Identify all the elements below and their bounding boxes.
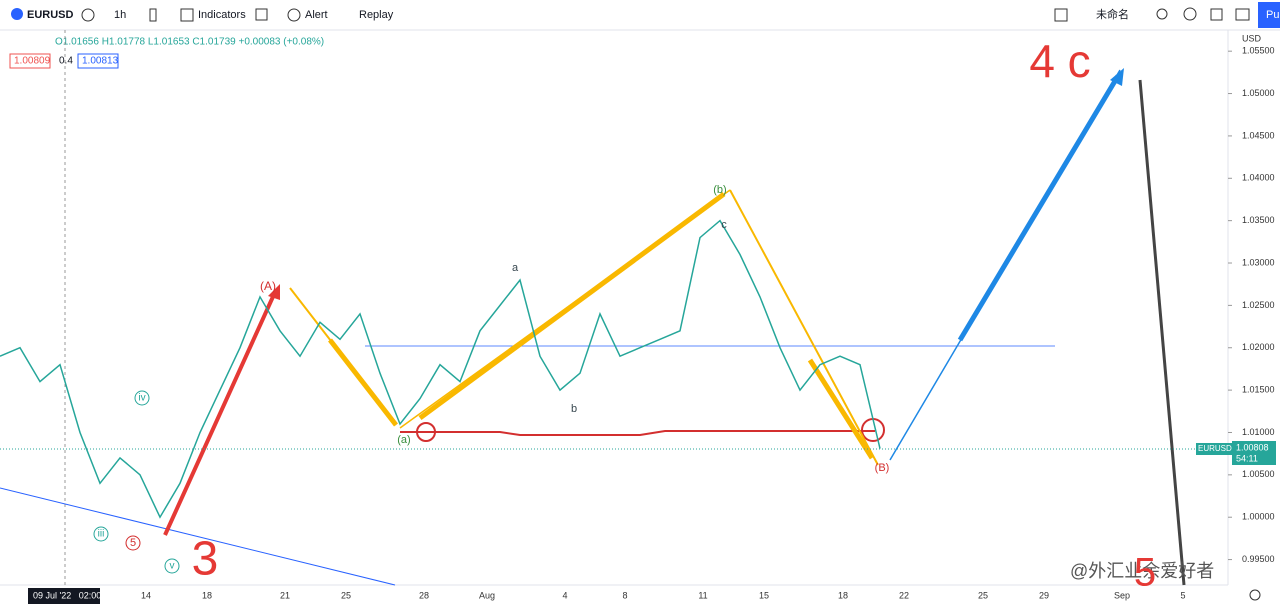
add-symbol[interactable] bbox=[81, 8, 95, 22]
x-tick-label: 5 bbox=[1180, 590, 1185, 600]
y-tick-label: 0.99500 bbox=[1242, 554, 1275, 564]
y-tick-label: 1.02000 bbox=[1242, 342, 1275, 352]
symbol-tag bbox=[1196, 443, 1232, 455]
price-tag bbox=[1232, 441, 1276, 465]
watermark: @外汇业余爱好者 bbox=[1070, 561, 1214, 581]
axis-settings[interactable] bbox=[1249, 589, 1261, 601]
cursor-date-box bbox=[28, 588, 100, 604]
price-symbol: EURUSD bbox=[1198, 444, 1232, 453]
chart-type[interactable] bbox=[149, 8, 157, 22]
bid-box bbox=[9, 53, 51, 69]
settings[interactable] bbox=[1183, 7, 1197, 21]
wave-label: c bbox=[721, 219, 727, 231]
x-tick-label: 14 bbox=[141, 590, 151, 600]
bid: 1.00809 bbox=[14, 56, 51, 67]
wave-label: (A) bbox=[260, 279, 276, 293]
layout-name[interactable]: 未命名 bbox=[1096, 7, 1129, 21]
arrow bbox=[807, 358, 875, 460]
x-tick-label: 15 bbox=[759, 590, 769, 600]
x-tick-label: 21 bbox=[280, 590, 290, 600]
wave-label: (B) bbox=[875, 462, 890, 474]
x-tick-label: 25 bbox=[341, 590, 351, 600]
ask: 1.00813 bbox=[82, 56, 119, 67]
countdown: 54:11 bbox=[1236, 453, 1258, 463]
wave-label: 5 bbox=[1134, 551, 1156, 595]
arrow bbox=[328, 338, 398, 427]
y-tick-label: 1.01000 bbox=[1242, 427, 1275, 437]
symbol-icon[interactable] bbox=[11, 8, 23, 20]
x-tick-label: 25 bbox=[978, 590, 988, 600]
x-tick-label: 4 bbox=[562, 590, 567, 600]
x-tick-label: Aug bbox=[479, 590, 495, 600]
wave-circle bbox=[164, 558, 180, 574]
arrow bbox=[957, 74, 1121, 342]
wave-label: 5 bbox=[130, 537, 136, 549]
y-tick-label: 1.03500 bbox=[1242, 215, 1275, 225]
arrowhead bbox=[268, 284, 280, 300]
x-tick-label: 29 bbox=[1039, 590, 1049, 600]
replay[interactable]: Replay bbox=[359, 9, 394, 21]
x-tick-label: 18 bbox=[202, 590, 212, 600]
x-tick-label: Sep bbox=[1114, 590, 1130, 600]
toolbar bbox=[0, 0, 1280, 30]
y-tick-label: 1.02500 bbox=[1242, 300, 1275, 310]
wave-circle bbox=[93, 526, 109, 542]
search[interactable] bbox=[1156, 8, 1168, 20]
circle-marker bbox=[416, 422, 436, 442]
layout-icon[interactable] bbox=[1054, 8, 1068, 22]
ohlc: O1.01656 H1.01778 L1.01653 C1.01739 +0.0… bbox=[55, 37, 324, 48]
chart: 1.05500 1.05000 1.04500 1.04000 1.03500 1.030… bbox=[0, 46, 1275, 600]
y-tick-label: 1.00500 bbox=[1242, 469, 1275, 479]
wave-label: iii bbox=[98, 529, 105, 540]
trend-line bbox=[0, 487, 396, 586]
indicators[interactable]: Indicators bbox=[198, 9, 246, 21]
x-tick-label: 11 bbox=[698, 590, 707, 600]
price-line bbox=[0, 219, 881, 519]
y-tick-label: 1.04500 bbox=[1242, 130, 1275, 140]
price: 1.00808 bbox=[1236, 442, 1269, 452]
templates[interactable] bbox=[255, 8, 268, 21]
y-tick-label: 1.01500 bbox=[1242, 384, 1275, 394]
alert[interactable]: Alert bbox=[305, 9, 328, 21]
wave-label: 3 bbox=[192, 533, 219, 586]
axis-unit: USD bbox=[1242, 33, 1262, 43]
publish-button[interactable] bbox=[1258, 2, 1280, 28]
arrow bbox=[1138, 79, 1186, 586]
cursor-date: 09 Jul '22 02:00 bbox=[33, 590, 101, 600]
arrow bbox=[163, 289, 278, 536]
y-tick-label: 1.03000 bbox=[1242, 257, 1275, 267]
wave-label: a bbox=[512, 262, 519, 274]
ask-box bbox=[77, 53, 119, 69]
wave-label: b bbox=[571, 403, 577, 415]
fullscreen[interactable] bbox=[1210, 8, 1223, 21]
wave-label: iv bbox=[138, 393, 145, 404]
symbol[interactable]: EURUSD bbox=[27, 9, 74, 21]
x-tick-label: 28 bbox=[419, 590, 429, 600]
interval[interactable]: 1h bbox=[114, 9, 126, 21]
wave-circle bbox=[134, 390, 150, 406]
wave-label: v bbox=[170, 561, 175, 572]
wave-label: (b) bbox=[713, 184, 726, 196]
arrowhead bbox=[1110, 68, 1124, 86]
publish[interactable]: Pu bbox=[1266, 9, 1279, 21]
spread: 0.4 bbox=[59, 56, 73, 67]
screenshot[interactable] bbox=[1235, 8, 1250, 21]
y-tick-label: 1.05000 bbox=[1242, 88, 1275, 98]
y-tick-label: 1.04000 bbox=[1242, 173, 1275, 183]
neckline bbox=[400, 430, 875, 436]
wave-label: 4 c bbox=[1029, 35, 1090, 87]
y-tick-label: 1.00000 bbox=[1242, 512, 1275, 522]
arrow bbox=[729, 189, 879, 466]
arrow bbox=[418, 191, 726, 421]
wave-circle bbox=[125, 535, 141, 551]
y-tick-label: 1.05500 bbox=[1242, 46, 1275, 56]
alert-icon[interactable] bbox=[287, 8, 301, 22]
wave-label: (a) bbox=[397, 434, 410, 446]
indicators-icon[interactable] bbox=[180, 8, 194, 22]
x-tick-label: 22 bbox=[899, 590, 909, 600]
x-tick-label: 18 bbox=[838, 590, 848, 600]
x-tick-label: 8 bbox=[622, 590, 627, 600]
